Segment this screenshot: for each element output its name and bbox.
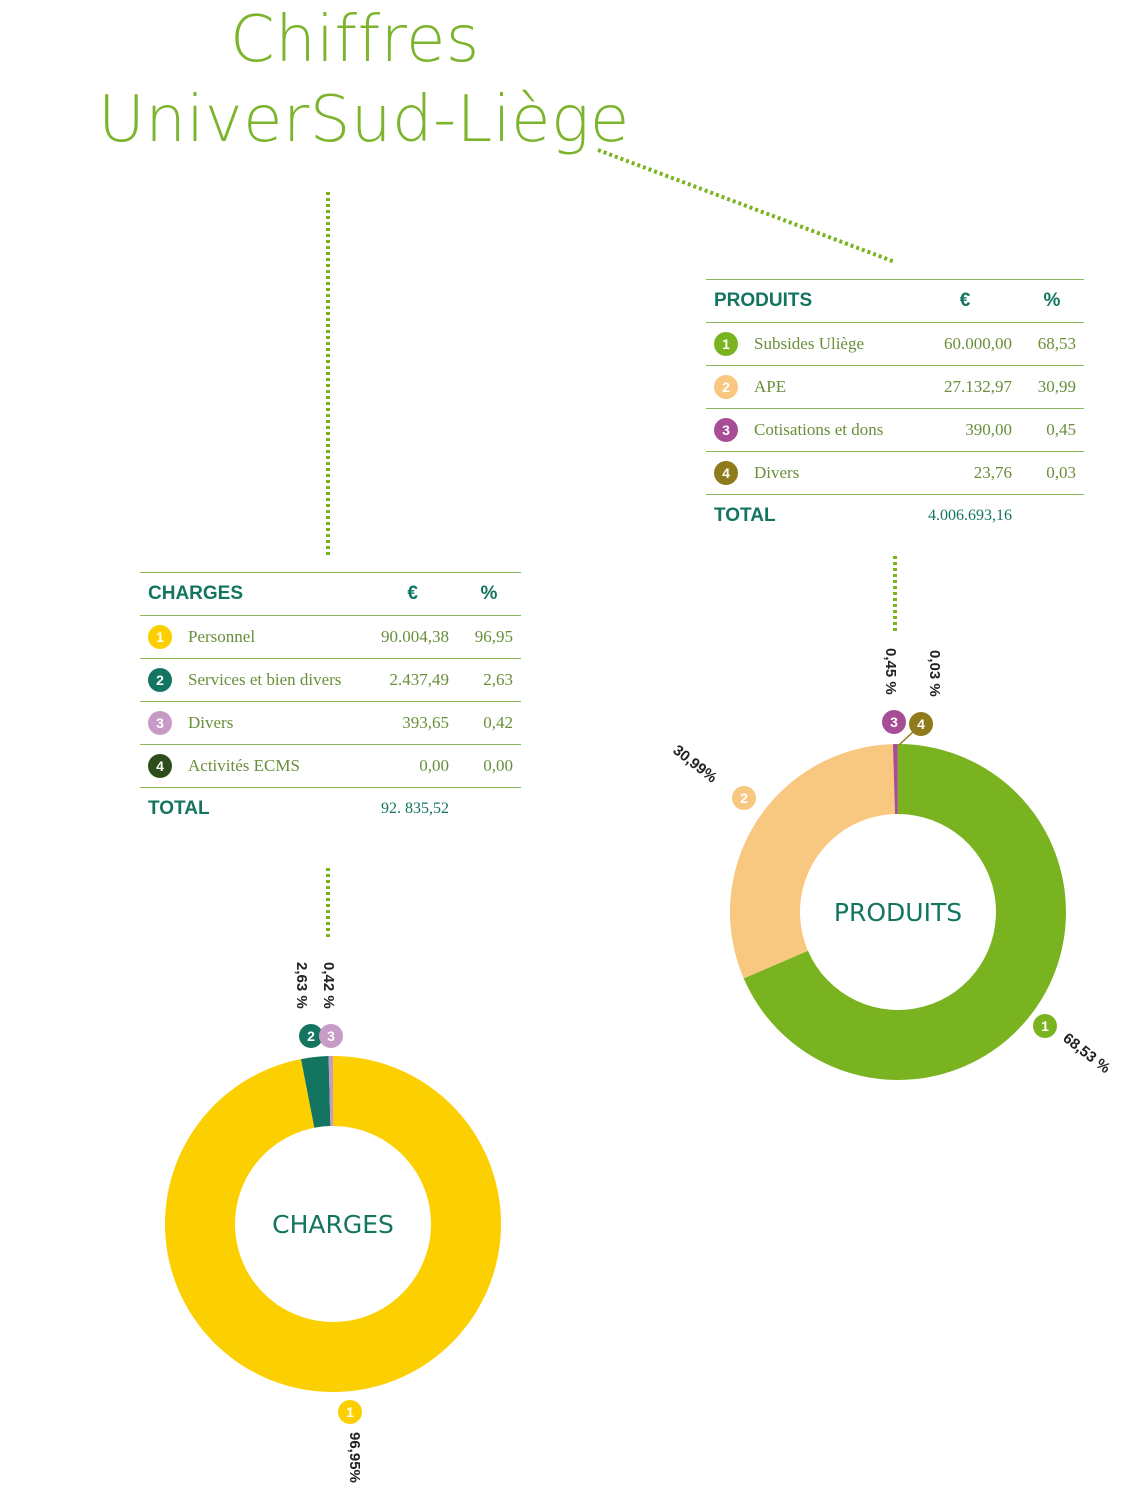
row-label: Personnel xyxy=(180,615,369,659)
callout-badge-number: 3 xyxy=(327,1028,335,1044)
slice-percent-label: 68,53 % xyxy=(1060,1030,1114,1077)
charges-header-label: CHARGES xyxy=(140,572,369,616)
total-row: TOTAL 4.006.693,16 xyxy=(706,495,1084,538)
callout-badge-number: 1 xyxy=(1041,1018,1049,1034)
slice-percent-label: 0,42 % xyxy=(320,962,337,1009)
row-pct-value: 2,63 xyxy=(457,658,521,702)
row-number-badge: 3 xyxy=(148,711,172,735)
total-label: TOTAL xyxy=(148,798,210,819)
row-pct-value: 0,03 xyxy=(1020,451,1084,495)
row-pct-value: 0,45 xyxy=(1020,408,1084,452)
callout-badge-number: 3 xyxy=(890,714,898,730)
row-euro-value: 393,65 xyxy=(368,701,457,745)
donut-slice xyxy=(301,1056,331,1128)
donut-slice xyxy=(743,744,1066,1081)
charges-header-pct: % xyxy=(457,572,521,616)
callout-badge xyxy=(338,1400,362,1424)
row-euro-value: 27.132,97 xyxy=(910,365,1020,409)
connector-title-produits xyxy=(597,148,896,264)
callout-leader-line xyxy=(898,730,915,746)
page-title-line-1: Chiffres xyxy=(230,3,480,77)
row-badge-cell: 3 xyxy=(140,701,180,745)
row-number-badge: 4 xyxy=(714,461,738,485)
row-pct-value: 96,95 xyxy=(457,615,521,659)
row-label: Activités ECMS xyxy=(180,744,369,788)
total-value: 4.006.693,16 xyxy=(928,507,1012,524)
slice-percent-label: 0,03 % xyxy=(926,650,943,697)
row-number-badge: 2 xyxy=(714,375,738,399)
row-euro-value: 390,00 xyxy=(910,408,1020,452)
slice-percent-label: 30,99% xyxy=(670,742,721,787)
produits-header-label: PRODUITS xyxy=(706,279,911,323)
row-euro-value: 0,00 xyxy=(368,744,457,788)
donut-center-label: PRODUITS xyxy=(834,898,962,927)
row-euro-value: 23,76 xyxy=(910,451,1020,495)
donut-slice xyxy=(164,1056,501,1392)
produits-header-euro: € xyxy=(910,279,1020,323)
slice-percent-label: 0,45 % xyxy=(882,648,899,695)
row-pct-value: 0,42 xyxy=(457,701,521,745)
total-row: TOTAL 92. 835,52 xyxy=(140,788,521,831)
callout-badge-number: 1 xyxy=(346,1404,354,1420)
page-title-line-2: UniverSud-Liège xyxy=(98,83,630,157)
slice-percent-label: 96,95% xyxy=(346,1432,363,1483)
row-badge-cell: 4 xyxy=(140,744,180,788)
row-label: Cotisations et dons xyxy=(746,408,911,452)
table-row: 2 Services et bien divers 2.437,49 2,63 xyxy=(140,658,521,702)
row-pct-value: 30,99 xyxy=(1020,365,1084,409)
callout-badge xyxy=(732,786,756,810)
callout-badge xyxy=(882,710,906,734)
callout-badge-number: 2 xyxy=(740,790,748,806)
donut-center-label: CHARGES xyxy=(272,1210,394,1239)
donut-slice xyxy=(328,1056,333,1127)
row-pct-value: 68,53 xyxy=(1020,322,1084,366)
row-euro-value: 90.004,38 xyxy=(368,615,457,659)
table-row: 1 Subsides Uliège 60.000,00 68,53 xyxy=(706,322,1084,366)
row-badge-cell: 4 xyxy=(706,451,746,495)
row-label: APE xyxy=(746,365,911,409)
produits-header-pct: % xyxy=(1020,279,1084,323)
row-label: Divers xyxy=(746,451,911,495)
callout-badge xyxy=(909,712,933,736)
row-number-badge: 1 xyxy=(148,625,172,649)
callout-badge-number: 4 xyxy=(917,716,925,732)
table-row: 3 Cotisations et dons 390,00 0,45 xyxy=(706,408,1084,452)
charges-header-euro: € xyxy=(368,572,457,616)
row-badge-cell: 2 xyxy=(706,365,746,409)
callout-badge xyxy=(319,1024,343,1048)
callout-badge-number: 2 xyxy=(307,1028,315,1044)
callout-badge xyxy=(299,1024,323,1048)
charges-table: CHARGES € % 1 Personnel 90.004,38 96,95 2 Ser… xyxy=(140,572,521,830)
row-euro-value: 60.000,00 xyxy=(910,322,1020,366)
table-row: 4 Activités ECMS 0,00 0,00 xyxy=(140,744,521,788)
table-row: 3 Divers 393,65 0,42 xyxy=(140,701,521,745)
row-number-badge: 1 xyxy=(714,332,738,356)
row-label: Subsides Uliège xyxy=(746,322,911,366)
donut-slice xyxy=(730,744,896,979)
table-row: 4 Divers 23,76 0,03 xyxy=(706,451,1084,495)
row-badge-cell: 2 xyxy=(140,658,180,702)
row-euro-value: 2.437,49 xyxy=(368,658,457,702)
donut-slice xyxy=(892,744,898,815)
total-value: 92. 835,52 xyxy=(381,800,449,817)
slice-percent-label: 2,63 % xyxy=(293,962,310,1009)
row-number-badge: 2 xyxy=(148,668,172,692)
row-pct-value: 0,00 xyxy=(457,744,521,788)
callout-badge xyxy=(1033,1014,1057,1038)
table-row: 2 APE 27.132,97 30,99 xyxy=(706,365,1084,409)
row-number-badge: 3 xyxy=(714,418,738,442)
table-row: 1 Personnel 90.004,38 96,95 xyxy=(140,615,521,659)
row-label: Divers xyxy=(180,701,369,745)
row-label: Services et bien divers xyxy=(180,658,369,702)
row-badge-cell: 1 xyxy=(706,322,746,366)
row-badge-cell: 3 xyxy=(706,408,746,452)
row-number-badge: 4 xyxy=(148,754,172,778)
row-badge-cell: 1 xyxy=(140,615,180,659)
produits-table: PRODUITS € % 1 Subsides Uliège 60.000,00 68… xyxy=(706,279,1084,537)
total-label: TOTAL xyxy=(714,505,776,526)
